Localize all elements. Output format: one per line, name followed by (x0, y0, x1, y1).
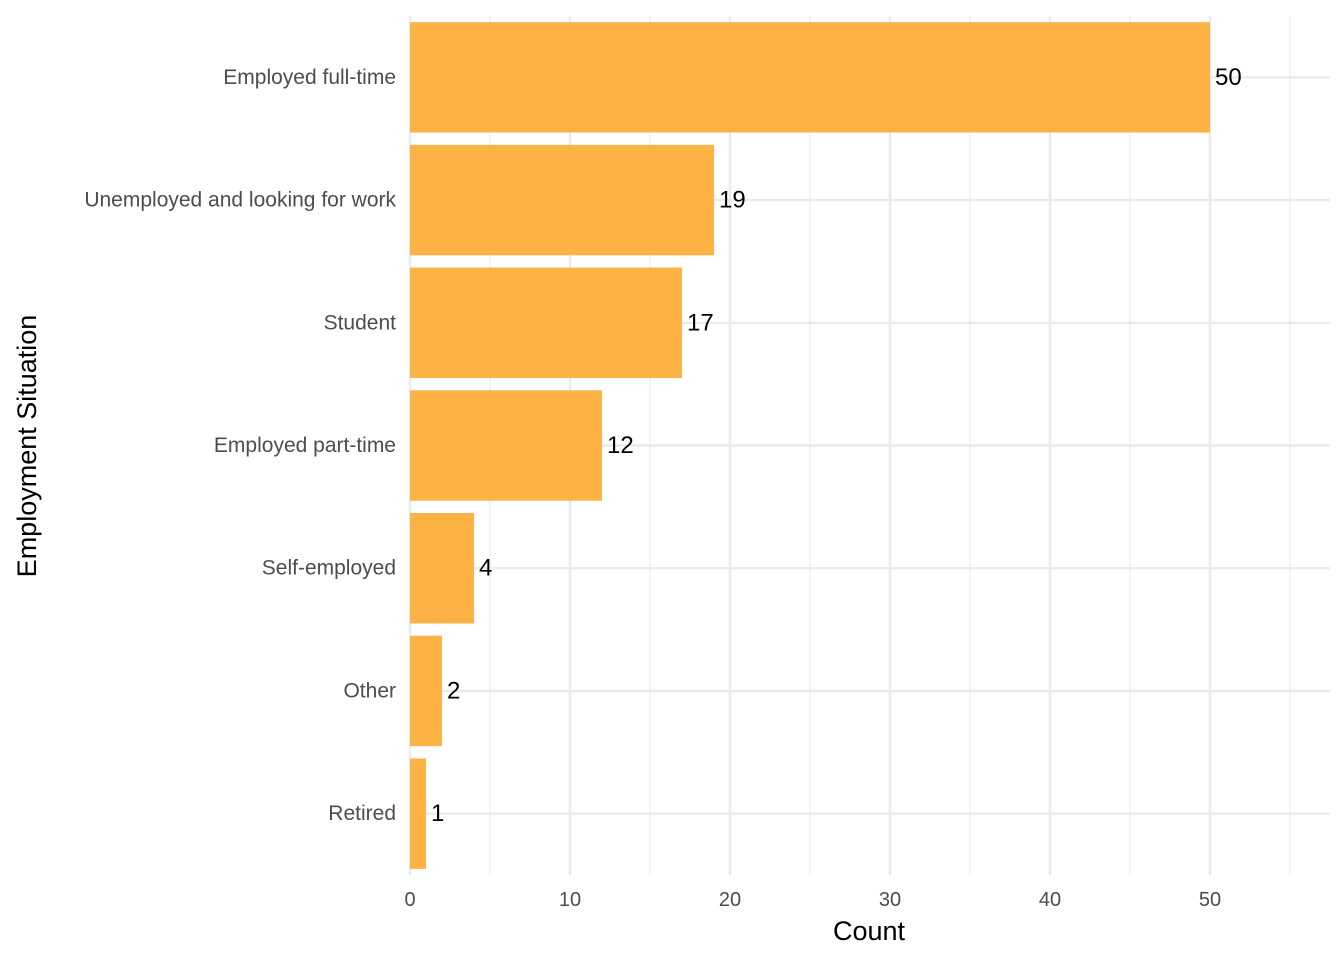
y-axis-title: Employment Situation (12, 315, 42, 578)
category-label: Student (324, 311, 397, 334)
x-tick-label: 30 (879, 889, 901, 911)
bar (410, 635, 442, 747)
x-axis-title: Count (833, 916, 906, 946)
bars (410, 22, 1210, 869)
data-label: 19 (719, 187, 746, 214)
x-tick-label: 40 (1039, 889, 1061, 911)
bar (410, 512, 474, 624)
category-label: Employed part-time (214, 434, 396, 457)
data-label: 12 (607, 432, 634, 459)
bar (410, 390, 602, 501)
category-label: Retired (328, 802, 396, 825)
data-label: 4 (479, 555, 492, 582)
data-label: 17 (687, 309, 714, 336)
bar (410, 758, 426, 869)
bar (410, 144, 714, 256)
data-labels: 50 19 17 12 4 2 1 (431, 64, 1242, 827)
x-tick-label: 0 (404, 889, 415, 911)
data-label: 1 (431, 800, 444, 827)
data-label: 2 (447, 677, 460, 704)
bar (410, 22, 1210, 133)
category-label: Employed full-time (223, 66, 396, 89)
bar (410, 267, 682, 379)
category-label: Unemployed and looking for work (84, 189, 396, 212)
category-label: Self-employed (262, 557, 396, 580)
category-label: Other (343, 679, 396, 702)
data-label: 50 (1215, 64, 1242, 91)
x-tick-label: 20 (719, 889, 741, 911)
x-tick-labels: 0 10 20 30 40 50 (404, 889, 1221, 911)
x-tick-label: 50 (1199, 889, 1221, 911)
x-tick-label: 10 (559, 889, 581, 911)
category-labels: Employed full-time Unemployed and looking… (84, 66, 396, 825)
